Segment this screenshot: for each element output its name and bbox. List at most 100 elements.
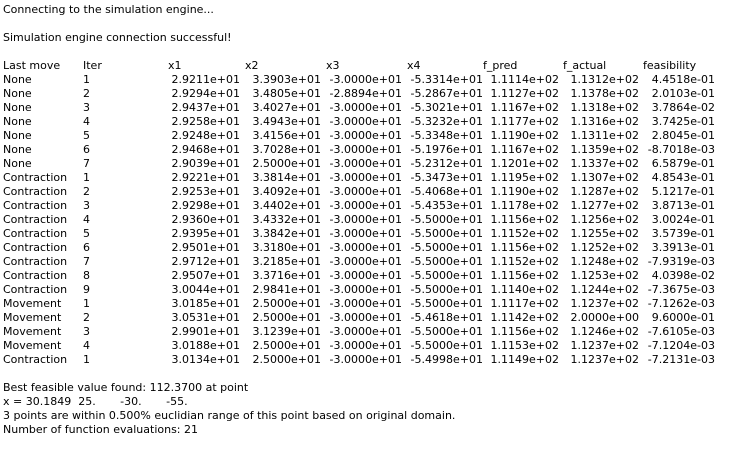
- header-iter: Iter: [83, 59, 102, 72]
- table-row: Contraction 1 3.0134e+01 2.5000e+01 -3.0000e…: [0, 353, 732, 367]
- cell-feasibility: 9.6000e-01: [651, 311, 715, 324]
- cell-iter: 5: [83, 227, 90, 240]
- cell-x4: -5.5000e+01: [410, 297, 483, 310]
- cell-last-move: None: [3, 157, 32, 170]
- cell-f-pred: 1.1201e+02: [490, 157, 559, 170]
- cell-feasibility: 6.5879e-01: [651, 157, 715, 170]
- cell-f-actual: 1.1244e+02: [570, 283, 639, 296]
- cell-x2: 3.3903e+01: [252, 73, 321, 86]
- table-row: Movement 4 3.0188e+01 2.5000e+01 -3.0000e+01…: [0, 339, 732, 353]
- cell-x4: -5.5000e+01: [410, 241, 483, 254]
- cell-feasibility: 3.0024e-01: [651, 213, 715, 226]
- cell-x2: 2.5000e+01: [252, 297, 321, 310]
- cell-x2: 3.4332e+01: [252, 213, 321, 226]
- cell-x2: 3.3716e+01: [252, 269, 321, 282]
- cell-feasibility: 4.0398e-02: [651, 269, 715, 282]
- cell-x3: -3.0000e+01: [329, 255, 402, 268]
- cell-x3: -3.0000e+01: [329, 241, 402, 254]
- cell-feasibility: 2.8045e-01: [651, 129, 715, 142]
- cell-last-move: Contraction: [3, 185, 68, 198]
- cell-f-pred: 1.1153e+02: [490, 339, 559, 352]
- cell-x3: -3.0000e+01: [329, 353, 402, 366]
- status-connecting: Connecting to the simulation engine...: [3, 3, 214, 16]
- cell-x2: 3.4805e+01: [252, 87, 321, 100]
- cell-x1: 2.9501e+01: [171, 241, 240, 254]
- cell-iter: 7: [83, 255, 90, 268]
- table-row: Movement 1 3.0185e+01 2.5000e+01 -3.0000e+01…: [0, 297, 732, 311]
- cell-iter: 1: [83, 171, 90, 184]
- cell-x2: 3.4156e+01: [252, 129, 321, 142]
- cell-f-pred: 1.1190e+02: [490, 129, 559, 142]
- cell-f-pred: 1.1167e+02: [490, 143, 559, 156]
- cell-x4: -5.5000e+01: [410, 339, 483, 352]
- cell-f-actual: 1.1277e+02: [570, 199, 639, 212]
- table-row: Contraction 8 2.9507e+01 3.3716e+01 -3.0000e…: [0, 269, 732, 283]
- table-row: None 7 2.9039e+01 2.5000e+01 -3.0000e+01 -5.2…: [0, 157, 732, 171]
- header-f-actual: f_actual: [563, 59, 607, 72]
- cell-f-pred: 1.1152e+02: [490, 255, 559, 268]
- cell-x1: 2.9298e+01: [171, 199, 240, 212]
- cell-f-actual: 1.1378e+02: [570, 87, 639, 100]
- cell-x1: 2.9395e+01: [171, 227, 240, 240]
- cell-feasibility: -7.1204e-03: [647, 339, 715, 352]
- cell-f-actual: 2.0000e+00: [570, 311, 639, 324]
- table-row: Contraction 1 2.9221e+01 3.3814e+01 -3.0000e…: [0, 171, 732, 185]
- cell-x1: 2.9258e+01: [171, 115, 240, 128]
- cell-x1: 2.9253e+01: [171, 185, 240, 198]
- cell-x1: 2.9294e+01: [171, 87, 240, 100]
- cell-f-pred: 1.1140e+02: [490, 283, 559, 296]
- cell-x3: -3.0000e+01: [329, 339, 402, 352]
- cell-x2: 3.4943e+01: [252, 115, 321, 128]
- cell-x4: -5.5000e+01: [410, 213, 483, 226]
- cell-x3: -3.0000e+01: [329, 199, 402, 212]
- cell-x1: 2.9248e+01: [171, 129, 240, 142]
- cell-f-actual: 1.1237e+02: [570, 297, 639, 310]
- cell-feasibility: -7.9319e-03: [647, 255, 715, 268]
- cell-last-move: Contraction: [3, 353, 68, 366]
- cell-x3: -3.0000e+01: [329, 185, 402, 198]
- cell-feasibility: 2.0103e-01: [651, 87, 715, 100]
- cell-x4: -5.1976e+01: [410, 143, 483, 156]
- cell-f-pred: 1.1127e+02: [490, 87, 559, 100]
- cell-x2: 2.5000e+01: [252, 353, 321, 366]
- cell-feasibility: -8.7018e-03: [647, 143, 715, 156]
- cell-x3: -3.0000e+01: [329, 143, 402, 156]
- header-x3: x3: [326, 59, 340, 72]
- cell-feasibility: 3.7425e-01: [651, 115, 715, 128]
- cell-f-pred: 1.1190e+02: [490, 185, 559, 198]
- cell-x3: -3.0000e+01: [329, 297, 402, 310]
- cell-feasibility: -7.1262e-03: [647, 297, 715, 310]
- cell-x2: 3.4092e+01: [252, 185, 321, 198]
- cell-iter: 2: [83, 311, 90, 324]
- cell-x3: -3.0000e+01: [329, 171, 402, 184]
- header-x2: x2: [245, 59, 259, 72]
- cell-x3: -3.0000e+01: [329, 115, 402, 128]
- cell-f-actual: 1.1237e+02: [570, 353, 639, 366]
- cell-iter: 1: [83, 353, 90, 366]
- cell-f-pred: 1.1156e+02: [490, 269, 559, 282]
- cell-x1: 2.9437e+01: [171, 101, 240, 114]
- cell-last-move: Contraction: [3, 255, 68, 268]
- header-feasibility: feasibility: [643, 59, 697, 72]
- cell-f-actual: 1.1252e+02: [570, 241, 639, 254]
- cell-x1: 2.9039e+01: [171, 157, 240, 170]
- cell-x2: 2.5000e+01: [252, 339, 321, 352]
- cell-x1: 2.9507e+01: [171, 269, 240, 282]
- cell-last-move: None: [3, 87, 32, 100]
- cell-iter: 6: [83, 241, 90, 254]
- table-row: None 4 2.9258e+01 3.4943e+01 -3.0000e+01 -5.3…: [0, 115, 732, 129]
- cell-iter: 4: [83, 339, 90, 352]
- cell-last-move: None: [3, 115, 32, 128]
- cell-iter: 6: [83, 143, 90, 156]
- evaluations-line: Number of function evaluations: 21: [3, 423, 199, 436]
- cell-x4: -5.4068e+01: [410, 185, 483, 198]
- table-row: None 3 2.9437e+01 3.4027e+01 -3.0000e+01 -5.3…: [0, 101, 732, 115]
- cell-x1: 3.0134e+01: [171, 353, 240, 366]
- cell-x1: 3.0188e+01: [171, 339, 240, 352]
- table-row: Contraction 5 2.9395e+01 3.3842e+01 -3.0000e…: [0, 227, 732, 241]
- cell-f-actual: 1.1359e+02: [570, 143, 639, 156]
- cell-last-move: None: [3, 129, 32, 142]
- cell-feasibility: -7.3675e-03: [647, 283, 715, 296]
- header-x4: x4: [407, 59, 421, 72]
- cell-x1: 2.9468e+01: [171, 143, 240, 156]
